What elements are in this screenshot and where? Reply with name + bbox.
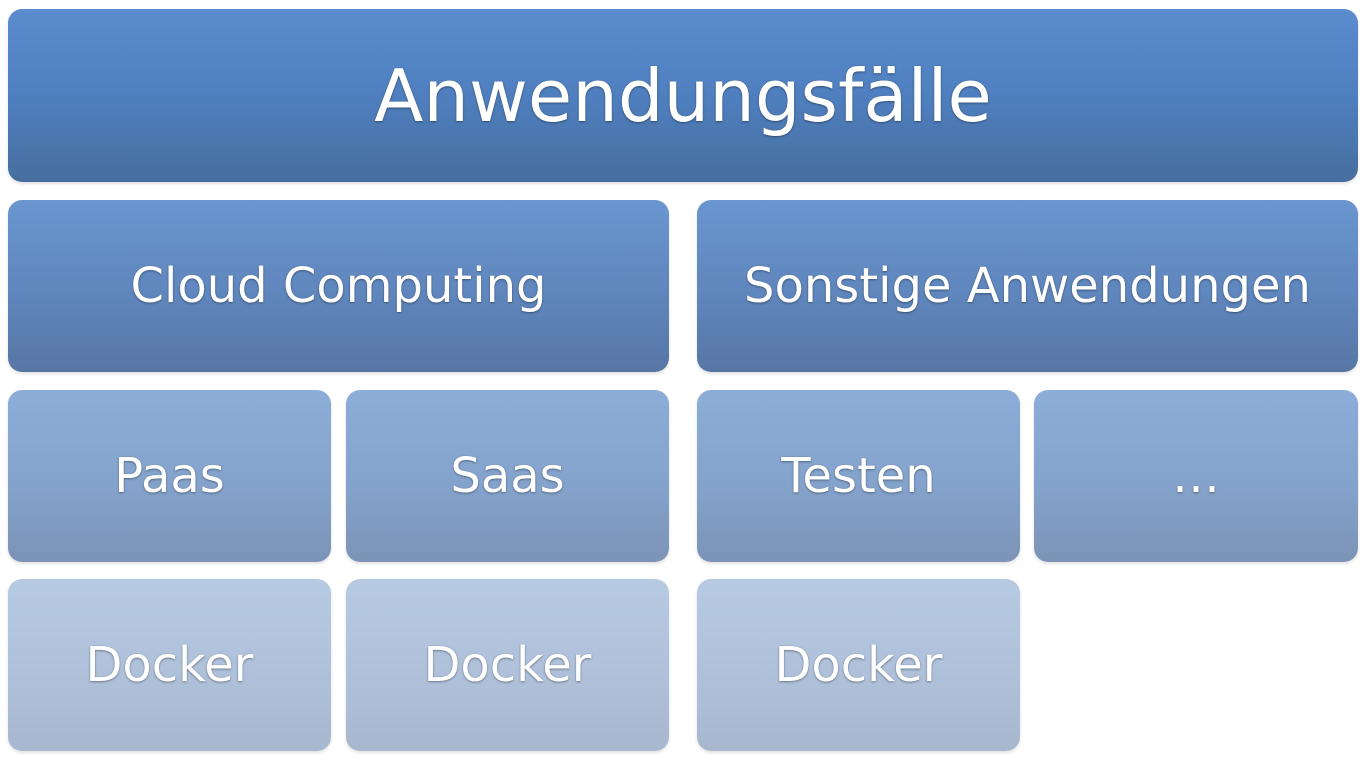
- item-label-saas: Saas: [450, 448, 565, 504]
- category-box-sonstige-anwendungen: Sonstige Anwendungen: [697, 200, 1358, 372]
- root-label: Anwendungsfälle: [374, 53, 992, 138]
- category-label-sonstige-anwendungen: Sonstige Anwendungen: [744, 258, 1311, 314]
- item-label-ellipsis: …: [1172, 448, 1220, 504]
- sub-box-docker-paas: Docker: [8, 579, 331, 751]
- sub-label-docker-paas: Docker: [85, 637, 254, 693]
- item-box-saas: Saas: [346, 390, 669, 562]
- item-box-ellipsis: …: [1034, 390, 1358, 562]
- category-box-cloud-computing: Cloud Computing: [8, 200, 669, 372]
- item-label-paas: Paas: [114, 448, 225, 504]
- item-label-testen: Testen: [781, 448, 936, 504]
- item-box-paas: Paas: [8, 390, 331, 562]
- sub-box-docker-testen: Docker: [697, 579, 1020, 751]
- root-box-anwendungsfaelle: Anwendungsfälle: [8, 9, 1358, 182]
- sub-label-docker-saas: Docker: [423, 637, 592, 693]
- category-label-cloud-computing: Cloud Computing: [130, 258, 547, 314]
- sub-label-docker-testen: Docker: [774, 637, 943, 693]
- sub-box-docker-saas: Docker: [346, 579, 669, 751]
- item-box-testen: Testen: [697, 390, 1020, 562]
